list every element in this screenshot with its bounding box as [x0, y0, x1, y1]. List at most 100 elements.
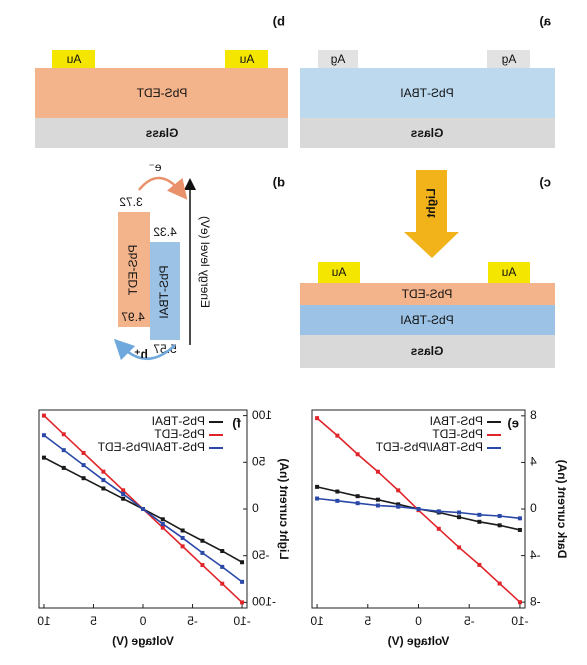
data-point [240, 600, 245, 605]
panel-label: c) [539, 174, 551, 189]
panel-label: b) [273, 13, 285, 28]
tbai-band [150, 242, 180, 340]
level-label: 4.97 [121, 310, 145, 324]
data-point [200, 538, 205, 543]
data-point [396, 488, 401, 493]
electron-label: e⁻ [148, 160, 161, 174]
data-point [355, 501, 360, 506]
data-point [101, 478, 106, 483]
panel-label: a) [539, 13, 551, 28]
panel-b: b) Au Au PbS-EDT Glass [35, 13, 288, 148]
data-point [436, 526, 441, 531]
contact-label: Au [240, 52, 255, 66]
y-tick-label: 0 [530, 501, 537, 515]
data-point [180, 528, 185, 533]
level-label: 5.57 [153, 342, 177, 356]
y-tick-label: 100 [252, 408, 272, 422]
energy-axis-label: Energy level (eV) [198, 216, 212, 308]
substrate [300, 335, 555, 368]
data-point [375, 469, 380, 474]
substrate-label: Glass [145, 126, 178, 140]
x-tick-label: 0 [139, 614, 146, 628]
data-point [141, 507, 145, 511]
data-point [477, 512, 482, 517]
data-point [160, 525, 165, 530]
data-point [81, 463, 86, 468]
legend-label: PbS-TBAI/PbS-EDT [97, 440, 205, 454]
data-point [200, 563, 205, 568]
layer-label: PbS-TBAI [400, 86, 453, 100]
data-point [81, 450, 86, 455]
contact [487, 50, 530, 68]
y-tick-label: -8 [530, 594, 541, 608]
data-point [315, 416, 320, 421]
y-tick-label: 0 [252, 501, 259, 515]
data-point [375, 503, 380, 508]
data-point [41, 433, 46, 438]
data-point [436, 509, 441, 514]
data-point [121, 492, 126, 497]
layer [300, 305, 555, 335]
contact [225, 50, 268, 68]
contact-label: Ag [331, 52, 346, 66]
data-point [517, 527, 522, 532]
contact [488, 262, 530, 283]
y-tick-label: 50 [252, 454, 266, 468]
panel-d: d) Energy level (eV) PbS-EDT PbS-TBAI 3.… [113, 160, 285, 361]
y-tick-label: -50 [252, 548, 270, 562]
data-point [180, 535, 185, 540]
layer [35, 68, 288, 118]
edt-band [118, 212, 150, 327]
data-point [335, 489, 340, 494]
x-axis-title: Voltage (V) [112, 634, 174, 648]
data-point [477, 519, 482, 524]
panel-c: c) Light Au Au PbS-EDT PbS-TBAI Glass [300, 170, 555, 368]
legend-label: PbS-EDT [154, 427, 205, 441]
electron-arrow [138, 176, 188, 200]
data-point [315, 496, 320, 501]
data-point [121, 496, 126, 501]
x-tick-label: 5 [364, 614, 371, 628]
data-point [220, 581, 225, 586]
substrate [300, 118, 555, 148]
hole-arrow [113, 338, 176, 361]
substrate-label: Glass [410, 344, 443, 358]
legend-label: PbS-TBAI [152, 414, 205, 428]
panel-a: a) Ag Ag PbS-TBAI Glass [300, 13, 555, 148]
x-tick-label: 10 [37, 614, 51, 628]
y-tick-label: 4 [530, 455, 537, 469]
data-point [497, 513, 502, 518]
legend-label: PbS-TBAI/PbS-EDT [375, 440, 483, 454]
data-point [61, 465, 66, 470]
layer-label: PbS-TBAI [400, 313, 453, 327]
level-label: 4.32 [153, 225, 177, 239]
data-point [81, 476, 86, 481]
x-tick-label: 5 [90, 614, 97, 628]
light-label: Light [424, 188, 438, 217]
data-point [240, 579, 245, 584]
data-point [220, 549, 225, 554]
contact [318, 50, 358, 68]
data-point [477, 562, 482, 567]
contact-label: Ag [502, 52, 517, 66]
data-point [240, 560, 245, 565]
data-point [497, 523, 502, 528]
light-arrow [404, 170, 459, 258]
contact-label: Au [502, 265, 517, 279]
data-point [200, 550, 205, 555]
layer [300, 68, 555, 118]
panel-label: f) [232, 415, 241, 430]
data-point [41, 413, 46, 418]
x-tick-label: -10 [511, 614, 529, 628]
data-point [517, 600, 522, 605]
band-label: PbS-TBAI [157, 265, 171, 318]
data-point [315, 484, 320, 489]
panel-label: e) [507, 415, 519, 430]
chart: -8 -4 0 4 8 -10 -5 0 5 10 Voltage (V) Dark current … [310, 408, 569, 648]
legend-label: PbS-TBAI [430, 414, 483, 428]
data-point [220, 564, 225, 569]
substrate [35, 118, 288, 148]
